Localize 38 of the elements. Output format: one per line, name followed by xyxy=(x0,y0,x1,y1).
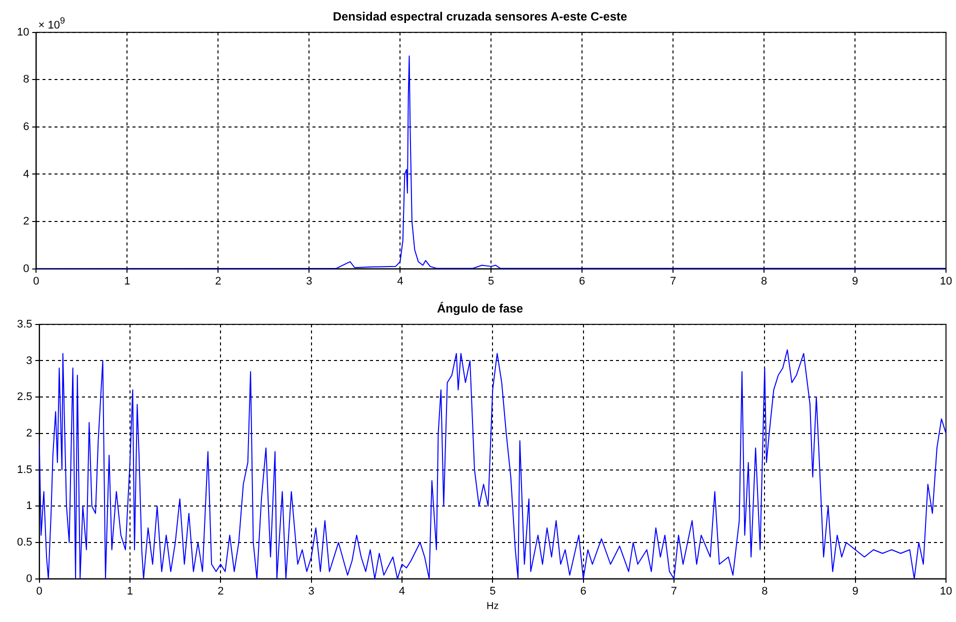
x-tick-label: 6 xyxy=(579,275,586,288)
x-axis-title: Hz xyxy=(486,600,499,612)
y-tick-label: 0 xyxy=(23,262,30,275)
y-tick-label: 1.5 xyxy=(16,464,32,476)
x-tick-label: 7 xyxy=(670,275,676,288)
x-tick-label: 4 xyxy=(398,585,406,598)
x-tick-label: 10 xyxy=(940,585,952,598)
x-tick-label: 9 xyxy=(852,585,858,598)
y-tick-label: 3 xyxy=(26,354,32,367)
y-tick-label: 0.5 xyxy=(16,536,32,548)
y-tick-label: 0 xyxy=(26,572,32,585)
y-tick-label: 3.5 xyxy=(16,318,32,330)
x-tick-label: 6 xyxy=(580,585,586,598)
y-tick-label: 2 xyxy=(26,427,32,440)
y-tick-label: 2.5 xyxy=(16,391,32,404)
y-tick-label: 10 xyxy=(16,26,30,38)
x-tick-label: 5 xyxy=(490,585,496,598)
x-tick-label: 8 xyxy=(762,585,768,598)
x-tick-label: 1 xyxy=(124,275,130,288)
chart-title: Ángulo de fase xyxy=(436,302,524,316)
y-tick-label: 6 xyxy=(23,120,30,133)
x-tick-label: 8 xyxy=(760,275,768,288)
x-tick-label: 2 xyxy=(215,275,222,288)
x-tick-label: 10 xyxy=(940,275,952,288)
chart-title: Densidad espectral cruzada sensores A-este C-este xyxy=(332,10,628,24)
x-tick-label: 1 xyxy=(126,585,134,598)
x-tick-label: 0 xyxy=(36,585,42,598)
y-tick-label: 2 xyxy=(23,216,30,228)
x-tick-label: 9 xyxy=(852,275,858,288)
x-tick-label: 5 xyxy=(488,275,494,288)
x-tick-label: 3 xyxy=(308,585,314,598)
x-tick-label: 3 xyxy=(306,275,312,288)
y-tick-label: 8 xyxy=(23,74,30,86)
y-tick-label: 4 xyxy=(23,168,30,180)
y-tick-label: 1 xyxy=(26,500,32,512)
x-tick-label: 7 xyxy=(670,585,678,598)
x-tick-label: 4 xyxy=(397,275,404,288)
x-tick-label: 2 xyxy=(218,585,224,598)
